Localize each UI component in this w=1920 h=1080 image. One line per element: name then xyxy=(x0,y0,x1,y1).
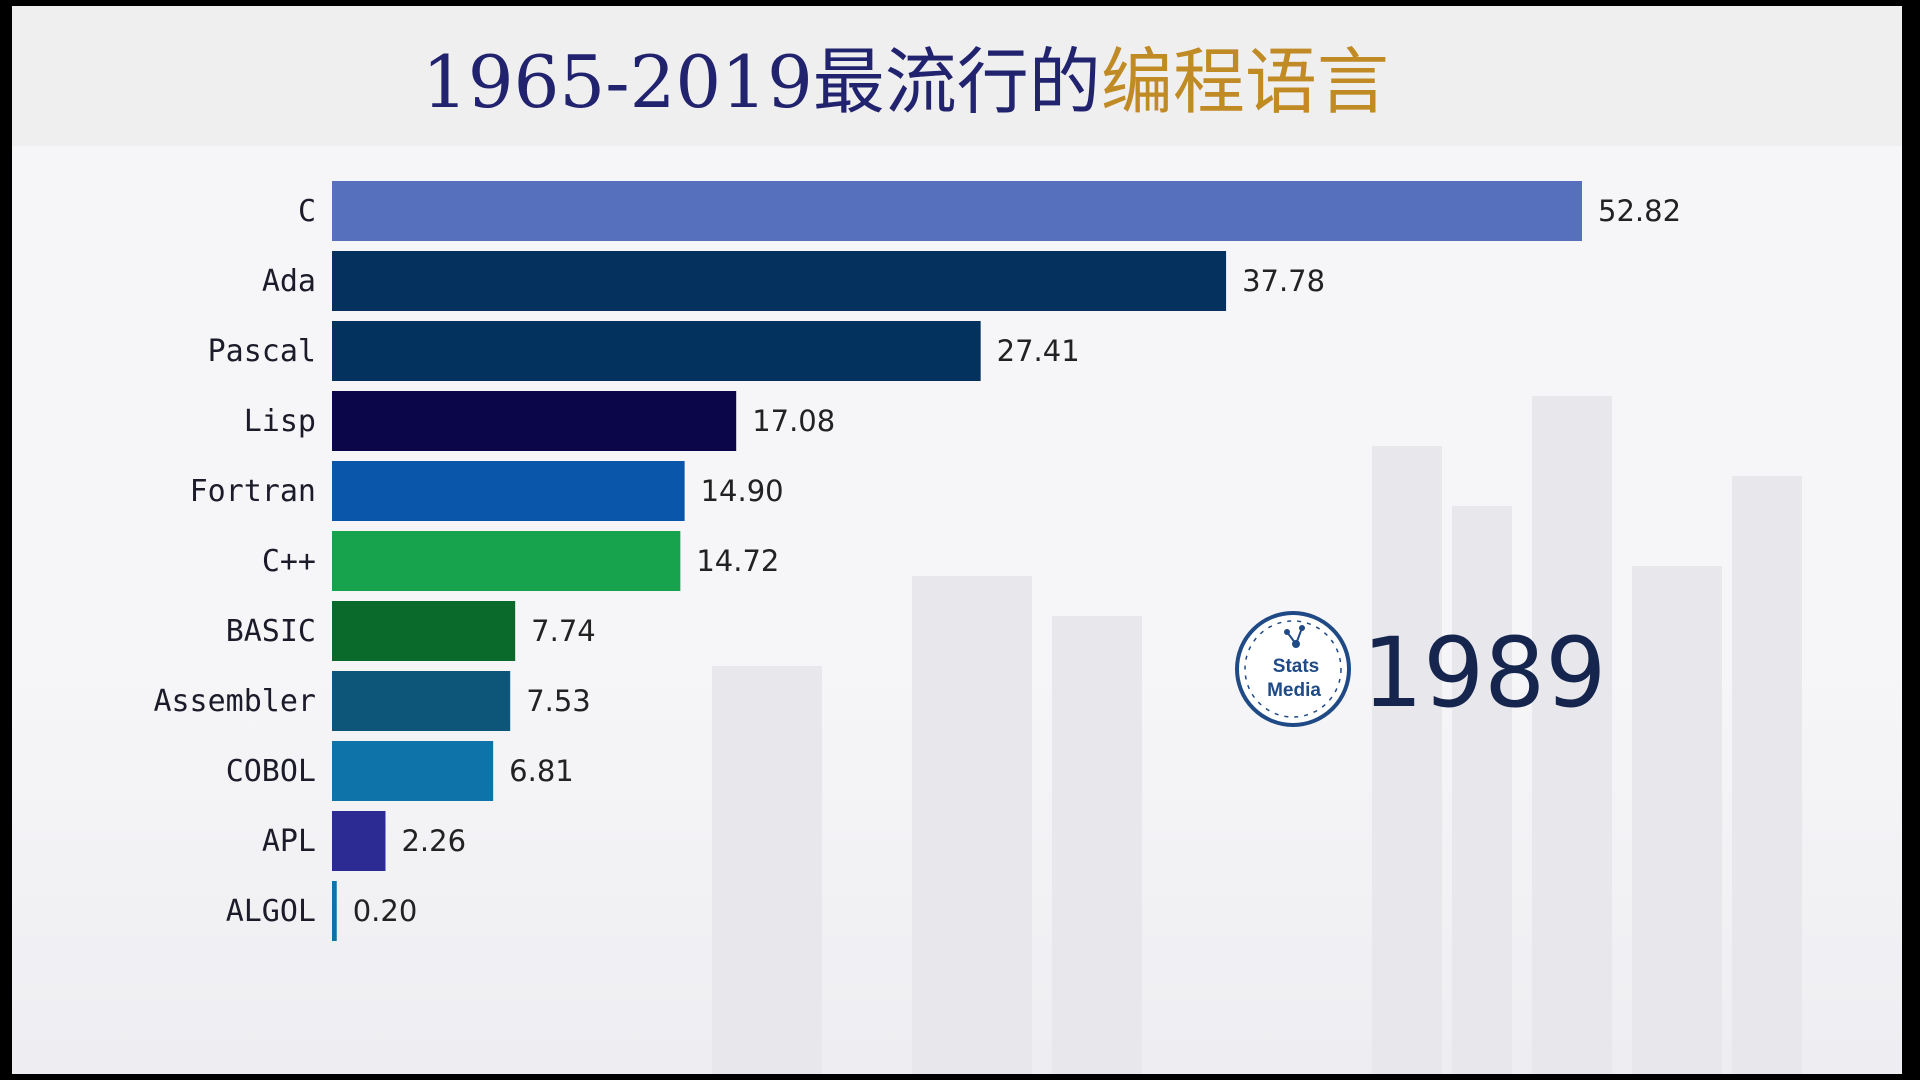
category-label: C++ xyxy=(262,544,316,579)
value-label: 17.08 xyxy=(752,404,835,438)
chart-title: 1965-2019最流行的编程语言 xyxy=(422,32,1389,132)
category-label: Fortran xyxy=(190,474,316,509)
chart-frame: 1965-2019最流行的编程语言 C 52.82 Ada 37.78 Pascal 27… xyxy=(12,6,1902,1074)
chart-title-part2: 编程语言 xyxy=(1100,40,1389,124)
year-label: 1989 xyxy=(1362,617,1607,729)
value-label: 37.78 xyxy=(1242,264,1325,298)
bar-apl xyxy=(332,811,386,871)
value-label: 2.26 xyxy=(401,824,466,858)
bar-assembler xyxy=(332,671,511,731)
logo-text-stats: Stats xyxy=(1273,656,1319,677)
bar-ada xyxy=(332,251,1227,311)
category-label: Pascal xyxy=(208,334,316,369)
category-label: Assembler xyxy=(153,684,316,719)
value-label: 14.72 xyxy=(696,544,779,578)
category-label: COBOL xyxy=(226,754,316,789)
value-label: 0.20 xyxy=(353,894,418,928)
bar-cobol xyxy=(332,741,494,801)
value-label: 7.74 xyxy=(531,614,596,648)
category-label: C xyxy=(298,194,316,229)
category-label: Ada xyxy=(262,264,316,299)
bar-cplusplus xyxy=(332,531,681,591)
category-label: APL xyxy=(262,824,316,859)
chart-title-part1: 1965-2019最流行的 xyxy=(422,40,1101,124)
logo-text-media: Media xyxy=(1267,680,1321,701)
category-label: BASIC xyxy=(226,614,316,649)
category-label: Lisp xyxy=(244,404,316,439)
category-label: ALGOL xyxy=(226,894,316,929)
bar-pascal xyxy=(332,321,981,381)
title-band xyxy=(12,6,1902,146)
value-label: 52.82 xyxy=(1598,194,1681,228)
bar-algol xyxy=(332,881,337,941)
value-label: 7.53 xyxy=(526,684,591,718)
stats-media-logo: Stats Media xyxy=(1235,611,1351,727)
value-label: 14.90 xyxy=(701,474,784,508)
value-label: 27.41 xyxy=(997,334,1080,368)
bar-chart: C 52.82 Ada 37.78 Pascal 27.41 Lisp 17.08 Fortra… xyxy=(153,181,1681,941)
value-label: 6.81 xyxy=(509,754,574,788)
bar-lisp xyxy=(332,391,737,451)
bar-c xyxy=(332,181,1582,241)
bar-basic xyxy=(332,601,516,661)
bar-fortran xyxy=(332,461,685,521)
